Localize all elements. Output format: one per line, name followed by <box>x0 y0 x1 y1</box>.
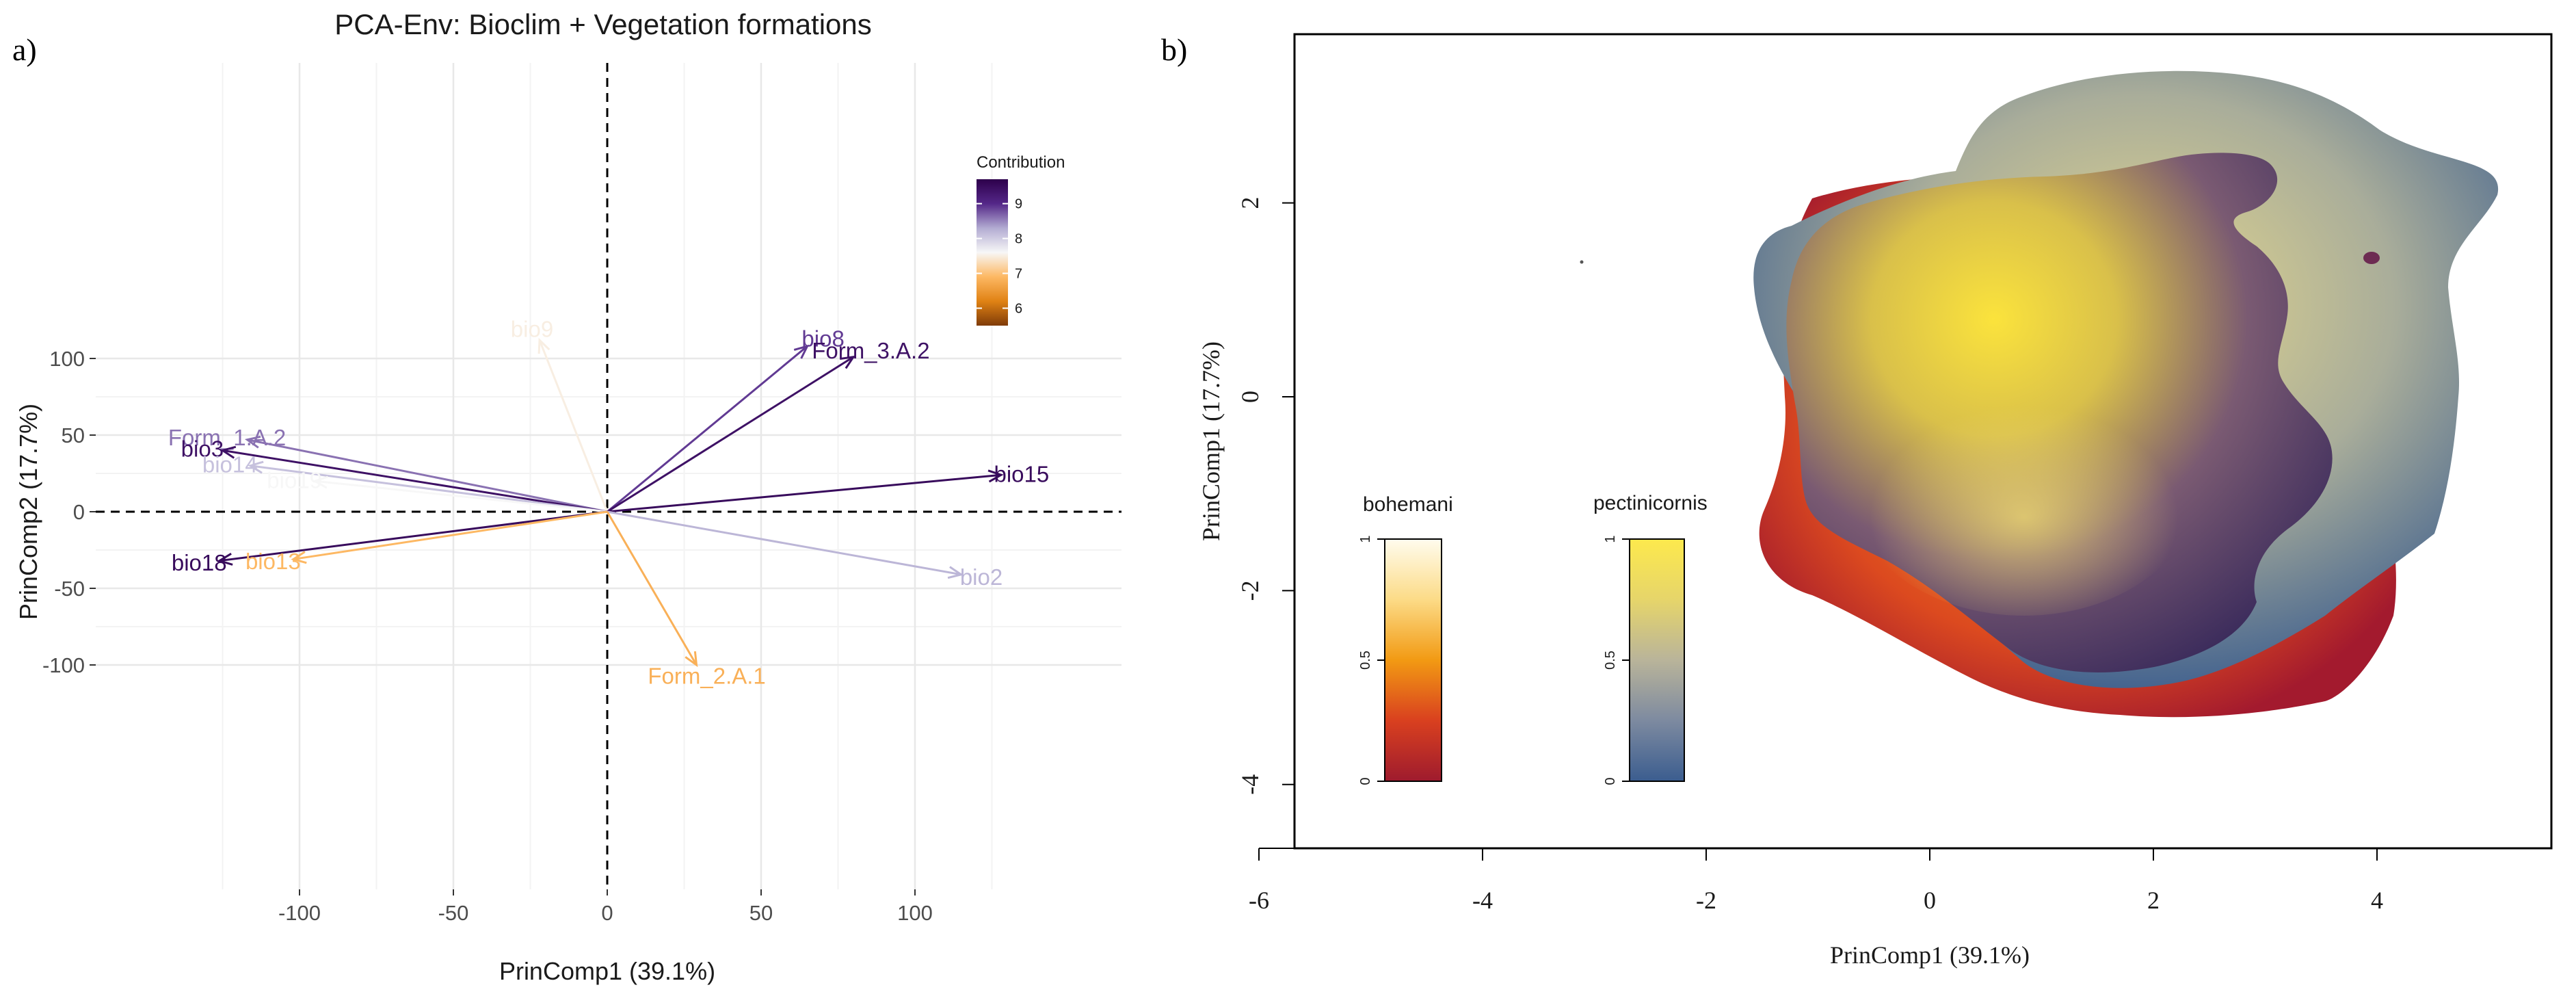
bohemani-colorbar: bohemani 00.51 <box>1358 493 1453 785</box>
bohemani-scale-title: bohemani <box>1363 493 1453 516</box>
panel-b-axes: -6 -4 -2 0 2 4 -4 -2 0 2 <box>1236 197 2383 914</box>
panel-a-axes: -100 -50 0 50 100 -100 -50 0 50 100 <box>42 347 933 925</box>
contribution-legend: Contribution 6 7 8 9 <box>977 153 1065 326</box>
chart-title: PCA-Env: Bioclim + Vegetation formations <box>334 8 872 40</box>
vector-arrowhead <box>244 435 261 449</box>
vector-bio18 <box>219 510 608 562</box>
panel-a-label: a) <box>12 32 37 67</box>
vector-bio8 <box>607 345 808 513</box>
pectinicornis-scale-ticks: 00.51 <box>1603 535 1630 785</box>
y-axis-title-b: PrinComp1 (17.7%) <box>1197 341 1225 541</box>
x-tick-label-b: 4 <box>2371 887 2383 914</box>
vector-bio2 <box>607 510 961 576</box>
vector-label: bio2 <box>960 564 1002 590</box>
vector-label: bio13 <box>245 549 301 574</box>
panel-b-density: b) bohemani 00.51 pectinicornis 00.51 -6… <box>1161 32 2553 969</box>
vector-arrowhead <box>793 344 810 359</box>
pectinicornis-scale-tick-label: 0 <box>1603 777 1618 785</box>
legend-tick-label: 7 <box>1015 267 1022 282</box>
pectinicornis-colorbar: pectinicornis 00.51 <box>1593 492 1708 785</box>
vector-arrowhead <box>312 475 328 489</box>
vector-label: bio19 <box>267 467 322 493</box>
vector-label: Form_3.A.2 <box>812 338 929 363</box>
bohemani-scale-tick-label: 1 <box>1358 535 1373 542</box>
legend-ticks: 6 7 8 9 <box>977 197 1022 317</box>
legend-tick-label: 8 <box>1015 232 1022 247</box>
legend-tick-label: 6 <box>1015 302 1022 317</box>
vector-Form_1.A.2 <box>247 439 608 513</box>
y-tick-label-b: -4 <box>1236 774 1264 795</box>
vector-arrowhead <box>248 460 264 474</box>
y-tick-label-b: 2 <box>1236 197 1264 209</box>
pectinicornis-scale-tick-label: 1 <box>1603 535 1618 542</box>
vector-label: bio3 <box>181 436 224 462</box>
vector-bio19 <box>315 480 608 513</box>
vector-arrowhead <box>291 551 307 564</box>
y-tick-label: 50 <box>62 423 85 447</box>
pectinicornis-scale-title: pectinicornis <box>1593 492 1708 514</box>
vector-label: bio15 <box>994 462 1049 487</box>
vector-arrowhead <box>685 651 698 668</box>
y-tick-label: 100 <box>49 347 85 371</box>
y-tick-label-b: 0 <box>1236 391 1264 403</box>
vector-bio13 <box>293 510 608 560</box>
x-axis-title-b: PrinComp1 (39.1%) <box>1830 941 2030 969</box>
panel-a-biplot: a) PCA-Env: Bioclim + Vegetation formati… <box>12 8 1121 985</box>
x-tick-label: -50 <box>438 901 469 925</box>
pectinicornis-scale-bar <box>1629 538 1685 782</box>
vector-label: Form_2.A.1 <box>648 664 765 689</box>
overlap-island <box>2363 252 2380 264</box>
y-tick-label: -100 <box>42 653 85 677</box>
pectinicornis-scale-tick-label: 0.5 <box>1603 651 1618 670</box>
legend-title: Contribution <box>977 153 1065 172</box>
vector-label: bio18 <box>172 550 227 575</box>
x-tick-label: 50 <box>749 901 773 925</box>
vector-bio14 <box>250 465 608 513</box>
y-tick-label: 0 <box>73 500 85 524</box>
vector-label: bio9 <box>511 316 553 341</box>
vector-bio9 <box>538 339 609 512</box>
vector-arrowhead <box>537 337 550 354</box>
vector-bio15 <box>607 473 1002 513</box>
x-tick-label-b: -6 <box>1249 887 1269 914</box>
vector-label: bio8 <box>801 326 844 352</box>
y-tick-label-b: -2 <box>1236 580 1264 601</box>
bohemani-scale-tick-label: 0.5 <box>1358 651 1373 670</box>
x-tick-label-b: 2 <box>2147 887 2160 914</box>
x-tick-label-b: -2 <box>1696 887 1716 914</box>
density-surfaces <box>1580 70 2499 718</box>
vector-arrowhead <box>217 553 233 566</box>
panel-b-label: b) <box>1161 32 1187 67</box>
vector-arrowhead <box>839 355 856 369</box>
vector-bio3 <box>222 449 608 513</box>
vector-label: bio14 <box>202 452 258 478</box>
vector-arrowhead <box>947 566 964 579</box>
x-tick-label-b: 0 <box>1924 887 1936 914</box>
bohemani-scale-ticks: 00.51 <box>1358 535 1385 785</box>
legend-tick-label: 9 <box>1015 197 1022 212</box>
bohemani-scale-tick-label: 0 <box>1358 777 1373 785</box>
vector-label: Form_1.A.2 <box>168 425 286 450</box>
vector-Form_3.A.2 <box>607 356 854 513</box>
vector-Form_2.A.1 <box>606 511 698 666</box>
x-tick-label: 0 <box>601 901 613 925</box>
bohemani-scale-bar <box>1384 538 1442 782</box>
y-axis-title: PrinComp2 (17.7%) <box>14 404 42 620</box>
legend-colorbar <box>977 179 1008 326</box>
x-axis-title: PrinComp1 (39.1%) <box>499 957 715 985</box>
vector-arrowhead <box>220 445 237 459</box>
y-tick-label: -50 <box>54 577 85 601</box>
density-speck <box>1580 260 1584 264</box>
x-tick-label-b: -4 <box>1472 887 1493 914</box>
x-tick-label: 100 <box>897 901 933 925</box>
overlap-glow <box>1853 369 2195 616</box>
vector-arrowhead <box>987 469 1004 483</box>
x-tick-label: -100 <box>278 901 321 925</box>
